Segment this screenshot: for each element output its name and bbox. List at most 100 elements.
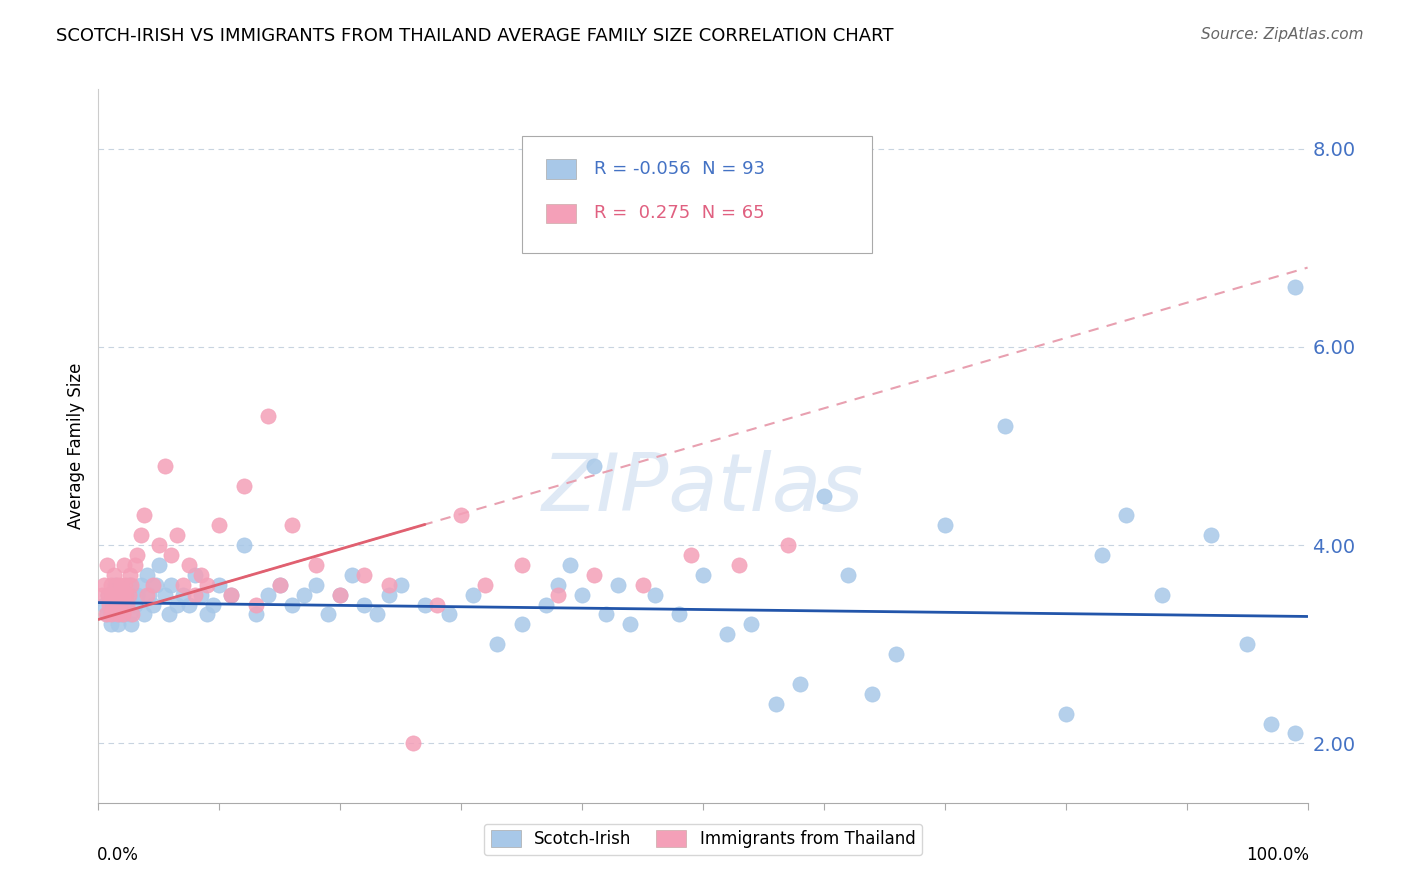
Point: [118, 578, 141, 592]
Point: [114, 598, 136, 612]
Point: [202, 598, 225, 612]
Point: [190, 567, 212, 582]
Point: [107, 607, 129, 622]
Point: [100, 578, 122, 592]
Point: [160, 548, 183, 562]
Point: [644, 588, 666, 602]
Point: [166, 598, 188, 612]
Point: [232, 478, 254, 492]
Point: [124, 598, 146, 612]
Point: [107, 617, 129, 632]
Point: [108, 588, 131, 602]
Legend: Scotch-Irish, Immigrants from Thailand: Scotch-Irish, Immigrants from Thailand: [484, 823, 922, 855]
Point: [486, 637, 509, 651]
Point: [583, 458, 606, 473]
Point: [195, 578, 218, 592]
Point: [860, 687, 883, 701]
Point: [100, 598, 122, 612]
Text: R = -0.056  N = 93: R = -0.056 N = 93: [595, 161, 765, 178]
Point: [353, 598, 375, 612]
Point: [94, 607, 117, 622]
Point: [305, 558, 328, 572]
Point: [190, 588, 212, 602]
Point: [172, 588, 194, 602]
Point: [105, 607, 128, 622]
Point: [111, 607, 134, 622]
Point: [256, 588, 278, 602]
Point: [104, 588, 127, 602]
Point: [118, 607, 141, 622]
Point: [108, 598, 131, 612]
Point: [93, 598, 115, 612]
Point: [316, 607, 339, 622]
Point: [108, 588, 131, 602]
Point: [108, 607, 131, 622]
Point: [208, 578, 231, 592]
Point: [342, 567, 364, 582]
Text: SCOTCH-IRISH VS IMMIGRANTS FROM THAILAND AVERAGE FAMILY SIZE CORRELATION CHART: SCOTCH-IRISH VS IMMIGRANTS FROM THAILAND…: [56, 27, 894, 45]
Point: [153, 458, 176, 473]
Point: [100, 588, 122, 602]
Point: [269, 578, 291, 592]
Point: [160, 578, 183, 592]
Point: [134, 607, 156, 622]
Point: [100, 607, 122, 622]
Text: 0.0%: 0.0%: [97, 846, 139, 863]
Point: [740, 617, 762, 632]
Point: [138, 588, 160, 602]
Point: [245, 607, 267, 622]
Point: [245, 598, 267, 612]
Point: [101, 607, 124, 622]
Point: [595, 607, 617, 622]
Point: [100, 588, 122, 602]
Point: [631, 578, 654, 592]
FancyBboxPatch shape: [522, 136, 872, 253]
Point: [101, 598, 124, 612]
Point: [450, 508, 472, 523]
Point: [96, 607, 118, 622]
Point: [110, 598, 132, 612]
Point: [789, 677, 811, 691]
Point: [329, 588, 352, 602]
Point: [118, 567, 141, 582]
Text: ZIPatlas: ZIPatlas: [541, 450, 865, 528]
Point: [124, 558, 146, 572]
Point: [679, 548, 702, 562]
Point: [120, 578, 142, 592]
Point: [232, 538, 254, 552]
Point: [96, 558, 118, 572]
Point: [179, 558, 201, 572]
Point: [413, 598, 436, 612]
Point: [1115, 508, 1137, 523]
Point: [886, 647, 908, 661]
Point: [583, 567, 606, 582]
Point: [157, 607, 180, 622]
Point: [129, 578, 152, 592]
Point: [692, 567, 714, 582]
Point: [305, 578, 328, 592]
Point: [813, 489, 835, 503]
Point: [463, 588, 485, 602]
Point: [103, 567, 125, 582]
Point: [437, 607, 460, 622]
Point: [98, 598, 121, 612]
Point: [510, 558, 533, 572]
Point: [1091, 548, 1114, 562]
FancyBboxPatch shape: [546, 160, 576, 179]
Point: [208, 518, 231, 533]
Point: [765, 697, 787, 711]
Point: [135, 567, 157, 582]
Point: [104, 578, 127, 592]
Point: [668, 607, 690, 622]
Point: [118, 588, 141, 602]
Point: [115, 588, 138, 602]
Point: [571, 588, 593, 602]
Point: [716, 627, 738, 641]
Point: [534, 598, 557, 612]
Point: [221, 588, 243, 602]
Point: [91, 588, 114, 602]
Point: [934, 518, 956, 533]
Point: [100, 617, 122, 632]
Y-axis label: Average Family Size: Average Family Size: [66, 363, 84, 529]
Point: [129, 528, 152, 542]
